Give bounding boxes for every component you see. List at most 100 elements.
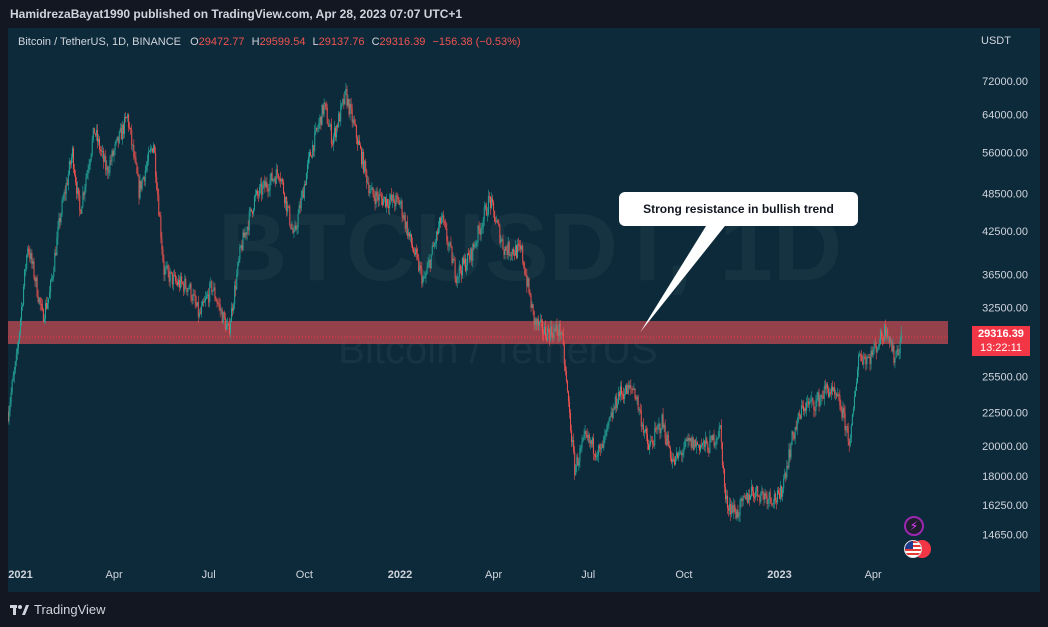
- candle-body: [286, 196, 288, 212]
- candle-body: [56, 237, 58, 256]
- candle-body: [606, 426, 608, 431]
- annotation-callout[interactable]: Strong resistance in bullish trend: [619, 192, 858, 226]
- candle-body: [640, 410, 642, 427]
- last-price-label: 29316.39 13:22:11: [972, 326, 1030, 356]
- candle-body: [572, 439, 574, 443]
- candle-body: [370, 189, 372, 192]
- candle-body: [251, 211, 253, 215]
- candle-body: [54, 252, 56, 272]
- candle-body: [105, 156, 107, 171]
- candle-body: [746, 493, 748, 503]
- candle-body: [597, 455, 599, 457]
- candle-body: [445, 223, 447, 229]
- candle-body: [453, 259, 455, 261]
- candle-body: [645, 428, 647, 435]
- candle-body: [695, 442, 697, 447]
- candle-body: [95, 129, 97, 136]
- candle-body: [260, 183, 262, 187]
- candle-body: [567, 391, 569, 402]
- candle-body: [16, 348, 18, 354]
- candle-body: [769, 492, 771, 499]
- candle-body: [624, 394, 626, 400]
- candle-body: [858, 355, 860, 370]
- candle-body: [804, 408, 806, 411]
- candle-body: [582, 438, 584, 442]
- candle-body: [515, 245, 517, 258]
- candle-body: [385, 198, 387, 207]
- candle-body: [34, 277, 36, 282]
- candle-body: [84, 187, 86, 195]
- candle-body: [218, 303, 220, 305]
- candle-body: [347, 99, 349, 106]
- candle-body: [585, 431, 587, 435]
- candle-body: [655, 427, 657, 429]
- candle-body: [637, 396, 639, 410]
- legend-high: 29599.54: [259, 36, 306, 48]
- candle-body: [614, 396, 616, 410]
- candle-body: [295, 225, 297, 230]
- candle-body: [153, 144, 155, 153]
- candle-body: [672, 459, 674, 461]
- candle-body: [294, 225, 296, 231]
- candle-body: [391, 194, 393, 201]
- candle-body: [48, 297, 50, 304]
- candle-body: [99, 138, 101, 150]
- candle-body: [11, 381, 13, 393]
- candle-body: [405, 221, 407, 229]
- candle-body: [17, 341, 19, 349]
- candle-body: [665, 438, 667, 446]
- lightning-icon[interactable]: ⚡: [904, 516, 924, 536]
- candle-body: [722, 465, 724, 470]
- candle-body: [504, 246, 506, 256]
- price-chart[interactable]: USDT 72000.00 64000.00 56000.00 48500.00 4250…: [8, 28, 1040, 592]
- candle-body: [553, 329, 555, 339]
- candle-body: [178, 279, 180, 286]
- candle-body: [156, 176, 158, 189]
- candle-body: [212, 290, 214, 292]
- candle-body: [158, 195, 160, 216]
- candle-body: [305, 173, 307, 185]
- candle-body: [230, 322, 232, 334]
- candle-body: [578, 461, 580, 466]
- candle-body: [663, 424, 665, 428]
- candle-body: [13, 370, 15, 377]
- candle-body: [272, 179, 274, 182]
- candle-body: [815, 400, 817, 411]
- candle-body: [787, 465, 789, 468]
- candle-body: [876, 347, 878, 353]
- resistance-zone[interactable]: [8, 321, 948, 345]
- candle-body: [184, 278, 186, 292]
- candle-body: [487, 196, 489, 215]
- candle-body: [377, 196, 379, 201]
- candle-body: [461, 258, 463, 276]
- candle-body: [232, 307, 234, 311]
- us-flag-icon[interactable]: [904, 540, 922, 558]
- candle-body: [346, 88, 348, 106]
- candle-body: [180, 276, 182, 288]
- candle-body: [789, 449, 791, 458]
- tradingview-brand[interactable]: TradingView: [10, 602, 106, 617]
- candle-body: [139, 180, 141, 198]
- candle-body: [63, 192, 65, 200]
- candle-body: [667, 434, 669, 446]
- candle-body: [220, 309, 222, 311]
- candle-body: [357, 140, 359, 145]
- candle-body: [474, 246, 476, 248]
- candle-body: [189, 283, 191, 289]
- chart-panel[interactable]: BTCUSDT, 1D Bitcoin / TetherUS USDT72000…: [8, 28, 1040, 592]
- candle-body: [545, 326, 547, 338]
- candle-body: [70, 157, 72, 165]
- candle-body: [135, 157, 137, 164]
- candle-body: [455, 278, 457, 284]
- candle-body: [344, 90, 346, 105]
- candle-body: [754, 497, 756, 499]
- candle-body: [851, 413, 853, 426]
- legend-open-label: O: [190, 36, 199, 48]
- candle-body: [679, 452, 681, 454]
- candle-body: [564, 365, 566, 371]
- candle-body: [327, 123, 329, 127]
- price-tick: 56000.00: [982, 147, 1028, 159]
- candle-body: [844, 412, 846, 431]
- candle-body: [671, 459, 673, 463]
- candle-body: [616, 404, 618, 408]
